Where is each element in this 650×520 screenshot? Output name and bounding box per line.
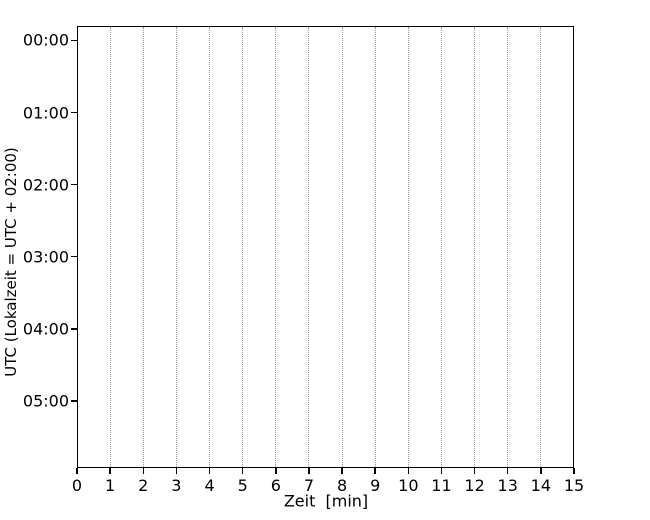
y-tick-mark (71, 39, 77, 42)
plot-area (77, 26, 574, 468)
y-tick-label: 00:00 (22, 30, 69, 50)
x-tick-label: 3 (171, 476, 182, 495)
x-tick-label: 10 (398, 476, 419, 495)
y-tick-mark (71, 183, 77, 186)
x-gridline (175, 27, 177, 467)
x-tick-label: 9 (370, 476, 381, 495)
y-tick-label: 05:00 (22, 391, 69, 411)
x-tick-label: 15 (563, 476, 585, 495)
x-tick-label: 0 (71, 476, 83, 495)
x-tick-mark (109, 468, 111, 474)
x-tick-mark (142, 468, 145, 474)
x-gridline (374, 27, 376, 467)
x-tick-mark (308, 468, 310, 474)
x-gridline (341, 27, 343, 467)
x-tick-mark (241, 468, 244, 474)
x-tick-mark (208, 468, 211, 474)
x-axis-label: Zeit [min] (283, 491, 369, 511)
x-gridline (440, 27, 442, 467)
x-tick-mark (573, 468, 575, 474)
y-tick-label: 04:00 (22, 319, 69, 339)
x-tick-label: 2 (138, 476, 149, 495)
x-gridline (474, 27, 476, 467)
y-tick-label: 03:00 (22, 247, 69, 267)
x-gridline (507, 27, 509, 467)
y-tick-label: 01:00 (22, 103, 69, 123)
x-gridline (209, 27, 211, 467)
x-tick-mark (76, 468, 78, 474)
x-tick-label: 5 (237, 476, 248, 495)
x-tick-label: 4 (204, 476, 215, 495)
x-tick-mark (175, 468, 178, 474)
y-tick-label: 02:00 (22, 175, 69, 195)
x-gridline (109, 27, 111, 467)
y-tick-mark (71, 400, 77, 402)
x-gridline (540, 27, 542, 467)
x-gridline (142, 27, 144, 467)
x-tick-mark (341, 468, 343, 474)
x-tick-label: 1 (105, 476, 116, 495)
x-tick-label: 12 (464, 476, 485, 495)
y-axis-label: UTC (Lokalzeit = UTC + 02:00) (2, 147, 20, 377)
x-tick-mark (440, 468, 443, 474)
x-tick-label: 11 (431, 476, 452, 495)
y-tick-mark (71, 255, 77, 258)
x-tick-label: 7 (303, 476, 315, 495)
x-gridline (275, 27, 277, 467)
x-tick-label: 14 (530, 476, 552, 495)
x-gridline (407, 27, 409, 467)
x-tick-mark (374, 468, 376, 474)
y-tick-mark (71, 328, 77, 330)
x-tick-label: 8 (336, 476, 348, 495)
x-tick-label: 13 (497, 476, 518, 495)
x-tick-mark (407, 468, 410, 474)
x-tick-mark (540, 468, 542, 474)
x-tick-label: 6 (270, 476, 281, 495)
x-tick-mark (506, 468, 509, 474)
y-tick-mark (71, 111, 77, 114)
x-gridline (242, 27, 244, 467)
x-tick-mark (473, 468, 476, 474)
x-gridline (308, 27, 310, 467)
x-tick-mark (275, 468, 277, 474)
